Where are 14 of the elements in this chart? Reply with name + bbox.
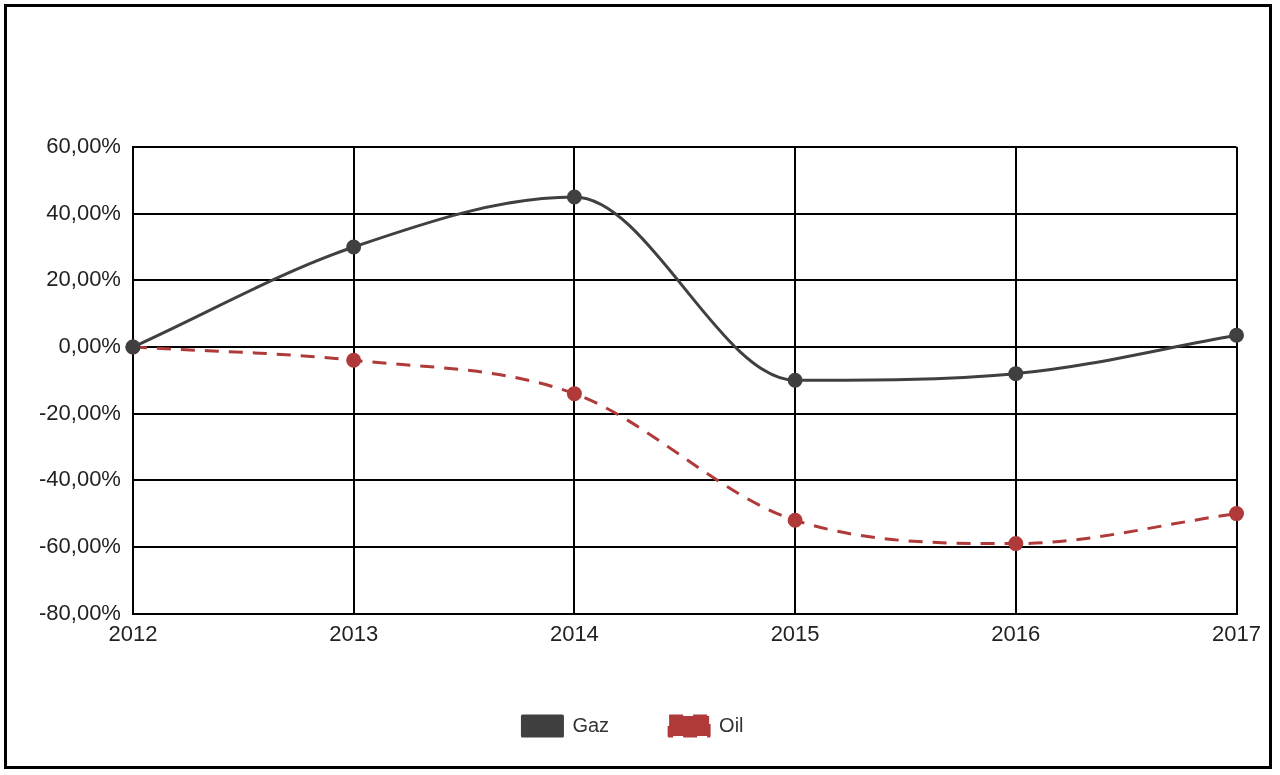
y-tick-label: 40,00% [46,199,121,225]
x-tick-label: 2017 [1212,620,1262,646]
y-tick-label: -20,00% [38,399,121,425]
y-tick-label: 60,00% [46,133,121,159]
y-tick-label: -60,00% [38,533,121,559]
legend-label: Oil [719,713,744,736]
x-tick-label: 2014 [549,620,599,646]
y-tick-label: -40,00% [38,466,121,492]
y-tick-label: 0,00% [58,333,121,359]
y-tick-label: 20,00% [46,266,121,292]
legend-label: Gaz [572,713,610,736]
x-tick-label: 2015 [770,620,820,646]
x-tick-label: 2016 [991,620,1041,646]
x-tick-label: 2013 [329,620,379,646]
